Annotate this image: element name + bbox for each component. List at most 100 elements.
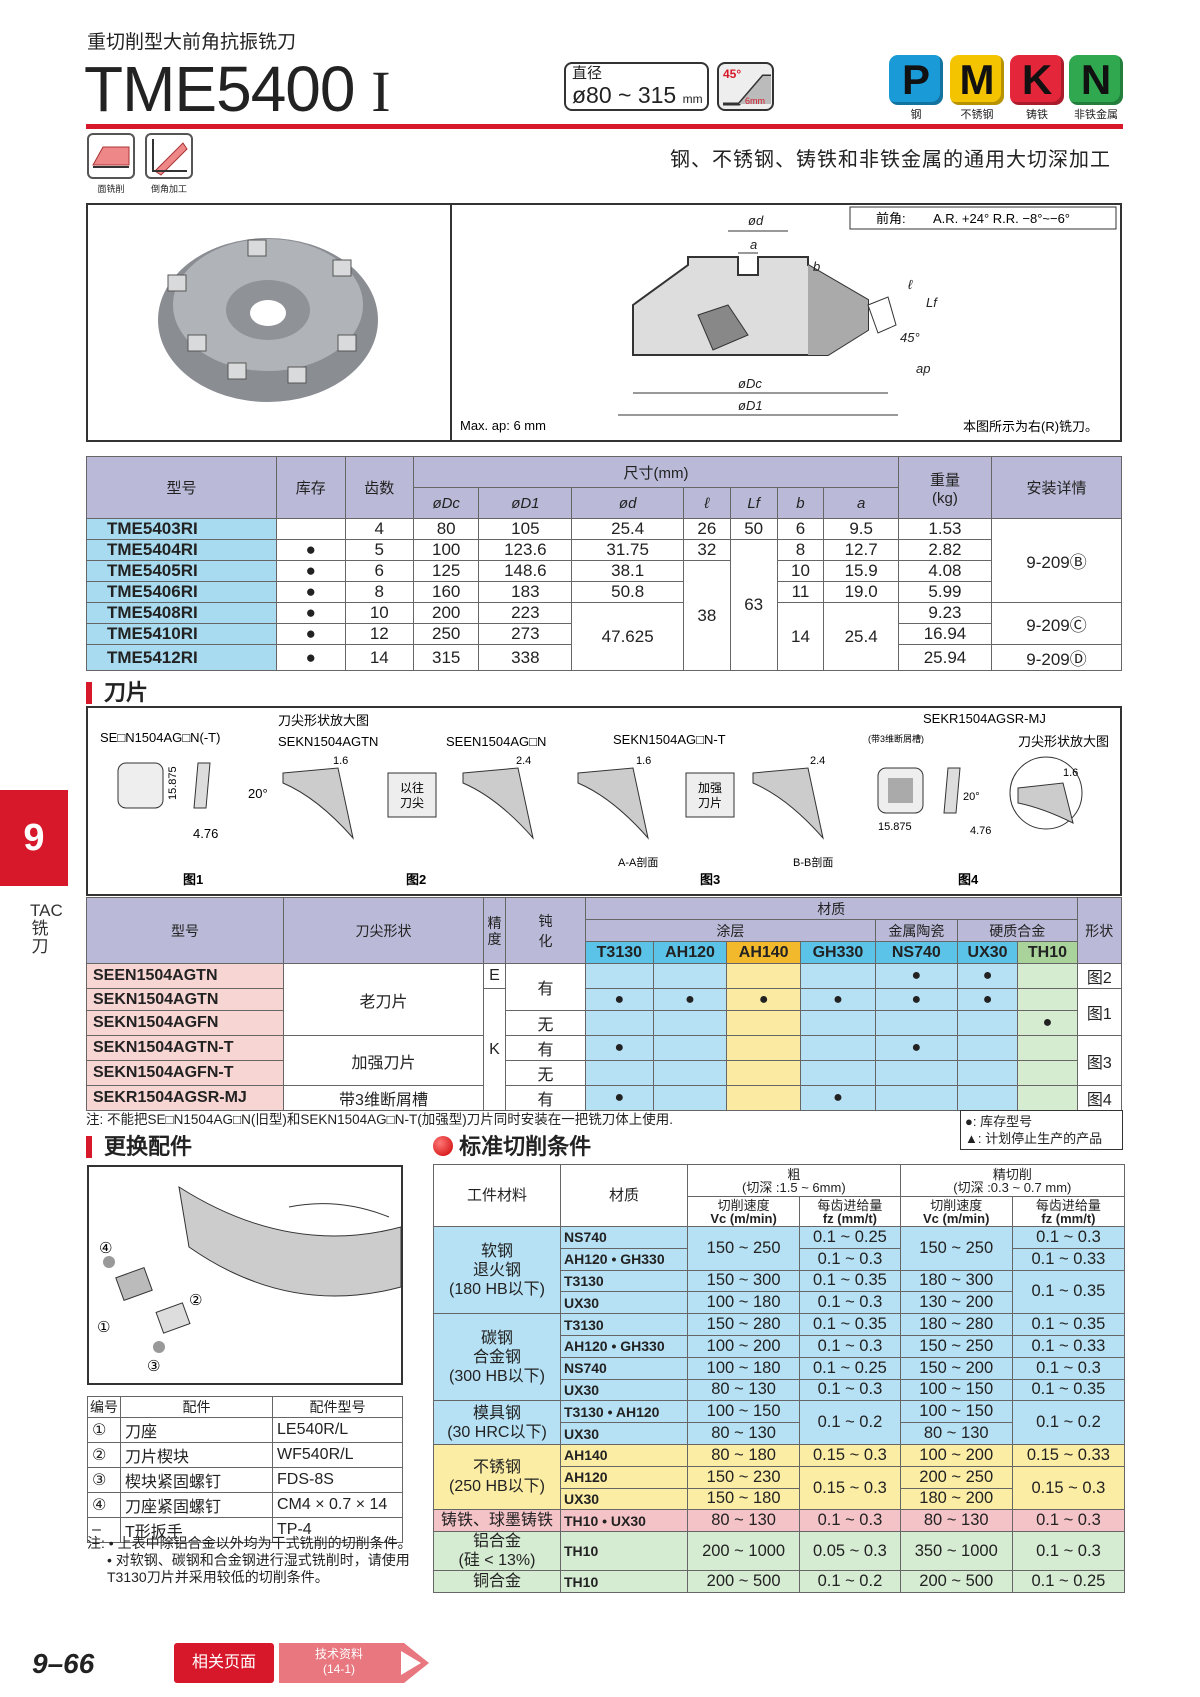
table-cell: SEEN1504AGTN [86, 963, 284, 989]
table-cell [956, 1060, 1019, 1086]
table-row: 铜合金 TH10 200 ~ 500 0.1 ~ 0.2 200 ~ 500 0.1 ~ … [433, 1570, 1126, 1593]
table-cell: TME5406RI [86, 581, 277, 603]
diameter-label: 直径 [572, 65, 603, 82]
table-row: SEKN1504AGTN K ● ● ● ● ● ● 图1 [86, 988, 1123, 1111]
table-cell: 100 ~ 150 [899, 1378, 1013, 1402]
table-cell [874, 1085, 958, 1111]
fig3-dim: 1.6 [636, 755, 651, 767]
grade-label: 铸铁 [1026, 109, 1048, 121]
dim-d: ød [748, 213, 764, 228]
table-row: TME5412RI ● 14 315 338 25.94 9-209Ⓓ [86, 644, 1122, 671]
fz-label: 每齿进给量 [817, 1197, 883, 1213]
table-cell: NS740 [560, 1356, 688, 1380]
related-pages-button[interactable]: 相关页面 [174, 1643, 274, 1683]
dim-angle: 45° [900, 330, 920, 345]
table-cell: 0.1 ~ 0.35 [799, 1269, 901, 1293]
table-cell: 6 [344, 560, 415, 582]
table-cell: 63 [729, 539, 778, 671]
table-row: 不锈钢 (250 HB以下) AH140 80 ~ 180 0.15 ~ 0.3 100… [433, 1443, 1126, 1511]
col-grade: 材质 [585, 897, 1078, 920]
table-cell: 100 ~ 150 [686, 1400, 801, 1424]
fig4-note: (带3维断屑槽) [868, 733, 924, 744]
table-cell: 150 ~ 250 [899, 1334, 1013, 1358]
table-cell: 无 [505, 1010, 586, 1036]
table-cell [726, 1010, 801, 1036]
table-cell: ● [874, 963, 958, 989]
table-cell: 0.1 ~ 0.35 [799, 1313, 901, 1336]
table-row: TME5403RI 4 80 105 25.4 26 50 6 9.5 1.53 9-209Ⓑ [86, 518, 1122, 603]
table-cell: 0.1 ~ 0.3 [799, 1334, 901, 1358]
table-cell [800, 1010, 876, 1036]
product-subtitle: 重切削型大前角抗振铣刀 [87, 32, 297, 53]
cutting-conditions-table: 工件材料 材质 粗 (切深 :1.5 ~ 6mm) 精切削 (切深 :0.3 ~ 0… [433, 1164, 1126, 1593]
table-cell: 0.1 ~ 0.3 [1011, 1356, 1126, 1380]
cutter-drawing: 前角: A.R. +24° R.R. −8°~−6° ød a b ℓ Lf 4… [158, 205, 1117, 440]
fig2-dim: 2.4 [516, 755, 531, 767]
diameter-value: ø80 ~ 315 mm [572, 82, 703, 112]
table-cell: TME5405RI [86, 560, 277, 582]
table-cell: 图2 [1076, 963, 1123, 989]
table-row: AH120 150 ~ 230 0.15 ~ 0.3 200 ~ 250 0.15 ~ … [434, 1465, 1126, 1511]
table-cell [652, 1035, 728, 1061]
fig3-caption: 图3 [700, 872, 720, 887]
table-row: 模具钢 (30 HRC以下) T3130 • AH120 100 ~ 150 0.1 … [433, 1400, 1126, 1445]
rough-depth: (切深 :1.5 ~ 6mm) [741, 1179, 846, 1195]
table-cell: 80 ~ 130 [686, 1422, 801, 1445]
arrow-shape-icon [279, 1643, 429, 1683]
table-cell: 100 [413, 539, 480, 561]
fz-unit: fz (mm/t) [1041, 1210, 1096, 1226]
table-cell: 10 [344, 602, 415, 624]
diameter-range-badge: 直径 ø80 ~ 315 mm [564, 62, 709, 111]
table-cell: 19.0 [823, 581, 899, 603]
table-cell: 0.1 ~ 0.25 [799, 1226, 901, 1249]
table-cell: 带3维断屑槽 [283, 1085, 484, 1111]
note-item: 注: • 上表中除铝合金以外均为干式铣削的切削条件。 [87, 1535, 412, 1551]
fig4-caption: 图4 [958, 872, 979, 887]
table-cell [1017, 1085, 1078, 1111]
table-cell: TME5408RI [86, 602, 277, 624]
col-model: 型号 [86, 456, 277, 519]
col-rough-fz: 每齿进给量 fz (mm/t) [799, 1196, 901, 1227]
fig1-dim: 15.875 [167, 766, 179, 800]
table-cell [874, 1010, 958, 1036]
title-suffix: I [371, 59, 390, 124]
fine-label: 精切削 [992, 1166, 1032, 1182]
fig1-caption: 图1 [183, 872, 203, 887]
dim-b: b [813, 259, 820, 274]
table-cell: 148.6 [478, 560, 573, 582]
table-cell: 0.1 ~ 0.33 [1011, 1247, 1126, 1271]
table-cell: 100 ~ 200 [899, 1443, 1013, 1467]
table-cell: 4 [344, 518, 415, 540]
parts-diagram: ④ ① ② ③ [87, 1165, 403, 1385]
table-cell: 150 ~ 180 [686, 1487, 801, 1511]
table-row: TME5410RI ● 12 250 273 16.94 [86, 623, 1122, 645]
fig3-section-a: A-A剖面 [618, 855, 658, 869]
grade-badge-K: K [1010, 55, 1064, 105]
table-cell [800, 1060, 876, 1086]
table-cell [956, 1085, 1019, 1111]
table-cell: 模具钢 (30 HRC以下) [433, 1400, 561, 1445]
table-cell: ● [276, 644, 346, 671]
table-cell: 12.7 [823, 539, 899, 561]
table-cell: TME5403RI [86, 518, 277, 540]
grade-label: 钢 [910, 109, 922, 121]
table-cell: 9-209Ⓑ [991, 518, 1122, 603]
table-cell [652, 1060, 728, 1086]
fz-label: 每齿进给量 [1035, 1197, 1101, 1213]
angle-text: 45° [723, 67, 741, 81]
table-cell: ● [585, 1035, 654, 1061]
table-cell: FDS-8S [272, 1467, 403, 1493]
col-D1: øD1 [478, 487, 573, 519]
table-cell: 刀片楔块 [120, 1442, 273, 1468]
tech-data-button[interactable]: 技术资料 (14-1) [279, 1643, 429, 1683]
stock-legend: ●: 库存型号 ▲: 计划停止生产的产品 [960, 1110, 1123, 1150]
table-row: SEKN1504AGFN-T 无 [86, 1060, 1122, 1086]
table-cell: 老刀片 [283, 963, 484, 1036]
fig3-box-label: 加强刀片 [698, 781, 722, 810]
parts-exploded-view: ④ ① ② ③ [97, 1185, 402, 1375]
table-cell: ① [87, 1417, 121, 1443]
table-cell: 200 [413, 602, 480, 624]
legend-discontinued: ▲: 计划停止生产的产品 [965, 1131, 1103, 1146]
chapter-tab[interactable]: 9 [0, 790, 68, 886]
table-row: 软钢 退火钢 (180 HB以下) NS740 150 ~ 250 0.1 ~ 0.2… [433, 1225, 1126, 1315]
